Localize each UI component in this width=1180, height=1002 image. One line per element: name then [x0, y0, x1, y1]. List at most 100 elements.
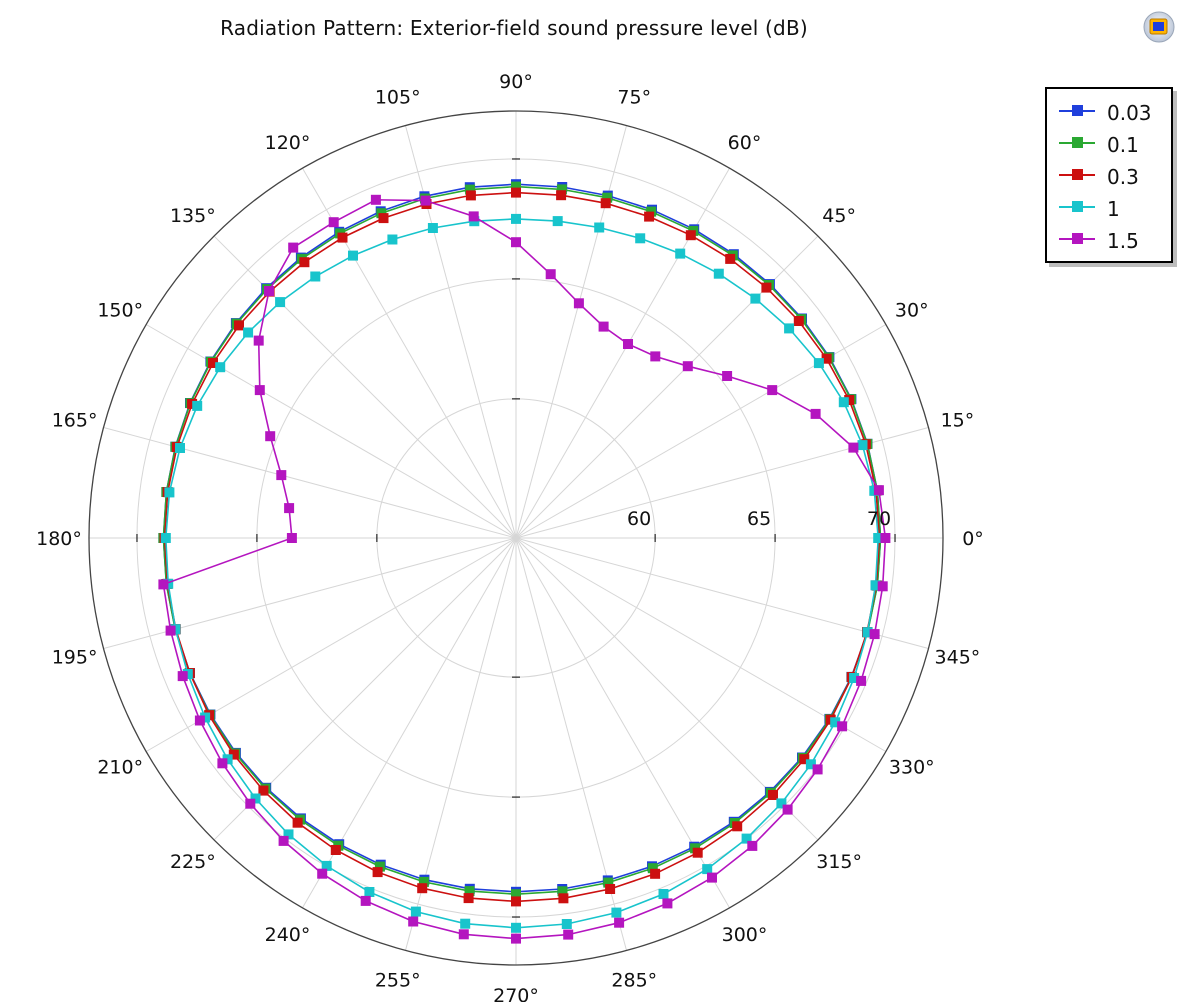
angle-tick-label: 225° — [170, 851, 216, 873]
app-logo-icon[interactable] — [1142, 10, 1176, 44]
data-point — [288, 242, 299, 253]
data-point — [321, 860, 332, 871]
data-point — [573, 298, 584, 309]
radial-tick-label: 65 — [747, 508, 771, 530]
data-point — [598, 321, 609, 332]
data-point — [849, 673, 860, 683]
data-point — [511, 896, 521, 907]
data-point — [747, 840, 758, 851]
data-point — [869, 629, 880, 640]
data-point — [830, 717, 841, 728]
data-point — [253, 335, 264, 346]
data-point — [265, 431, 276, 442]
data-point — [844, 395, 855, 405]
data-point — [330, 845, 341, 855]
data-point — [417, 883, 428, 894]
data-point — [707, 872, 717, 883]
data-point — [644, 211, 655, 222]
data-point — [821, 353, 832, 364]
angle-tick-label: 285° — [611, 969, 657, 991]
angle-tick-label: 120° — [265, 132, 311, 154]
legend-label: 1.5 — [1107, 229, 1139, 253]
data-point — [611, 907, 622, 918]
data-point — [511, 187, 521, 198]
series-1.5 — [158, 194, 891, 944]
angle-tick-label: 180° — [36, 528, 82, 550]
data-point — [160, 533, 171, 543]
data-point — [768, 790, 778, 800]
legend-item: 0.3 — [1047, 159, 1171, 191]
data-point — [557, 886, 568, 897]
data-point — [732, 821, 743, 832]
angle-tick-label: 165° — [52, 410, 98, 432]
data-point — [465, 184, 476, 195]
legend-label: 0.03 — [1107, 101, 1152, 125]
data-point — [258, 785, 269, 796]
legend-item: 1 — [1047, 191, 1171, 223]
data-point — [511, 181, 521, 192]
data-point — [284, 503, 295, 514]
data-point — [317, 868, 328, 879]
data-point — [372, 867, 383, 878]
angle-tick-label: 45° — [822, 205, 856, 227]
data-point — [873, 533, 884, 543]
data-point — [647, 863, 658, 874]
data-point — [200, 712, 211, 723]
data-point — [782, 804, 793, 815]
series-1 — [160, 213, 884, 933]
data-point — [862, 627, 873, 638]
angle-tick-label: 300° — [722, 924, 768, 946]
data-point — [682, 361, 693, 372]
data-point — [158, 579, 169, 590]
data-point — [215, 362, 226, 373]
data-point — [278, 835, 289, 846]
data-point — [243, 327, 254, 338]
angle-tick-label: 255° — [375, 969, 421, 991]
data-point — [348, 250, 358, 261]
data-point — [245, 798, 256, 809]
legend-label: 0.1 — [1107, 133, 1139, 157]
data-point — [838, 397, 849, 408]
data-point — [511, 889, 521, 900]
data-point — [164, 487, 175, 498]
data-point — [182, 669, 193, 679]
data-point — [685, 230, 696, 241]
angle-tick-label: 135° — [170, 205, 216, 227]
angle-tick-label: 315° — [816, 851, 862, 873]
data-point — [776, 798, 787, 809]
data-point — [713, 268, 724, 279]
data-point — [217, 758, 228, 769]
data-point — [387, 234, 398, 245]
data-point — [556, 184, 567, 195]
angle-tick-label: 90° — [499, 71, 533, 93]
legend-swatch — [1059, 137, 1095, 148]
legend-label: 1 — [1107, 197, 1120, 221]
chart-title: Radiation Pattern: Exterior-field sound … — [220, 16, 808, 40]
data-point — [460, 918, 471, 929]
data-point — [177, 671, 188, 682]
legend-swatch — [1059, 169, 1095, 180]
data-point — [635, 233, 646, 244]
data-point — [175, 443, 185, 453]
legend-swatch — [1059, 201, 1095, 212]
data-point — [805, 759, 816, 770]
angle-gridline — [515, 537, 929, 649]
data-point — [337, 232, 348, 243]
data-point — [264, 286, 274, 296]
data-point — [880, 533, 891, 543]
legend-item: 0.03 — [1047, 95, 1171, 127]
data-point — [192, 400, 203, 411]
data-point — [463, 893, 474, 904]
data-point — [857, 440, 868, 451]
data-point — [741, 833, 752, 844]
legend: 0.03 0.1 0.3 1 1.5 — [1045, 87, 1173, 263]
data-point — [605, 884, 616, 894]
data-point — [292, 817, 303, 828]
data-point — [600, 198, 611, 209]
data-point — [784, 323, 795, 334]
data-point — [254, 385, 265, 396]
legend-item: 0.1 — [1047, 127, 1171, 159]
data-point — [420, 195, 431, 206]
angle-tick-label: 60° — [728, 132, 762, 154]
data-point — [722, 371, 733, 381]
